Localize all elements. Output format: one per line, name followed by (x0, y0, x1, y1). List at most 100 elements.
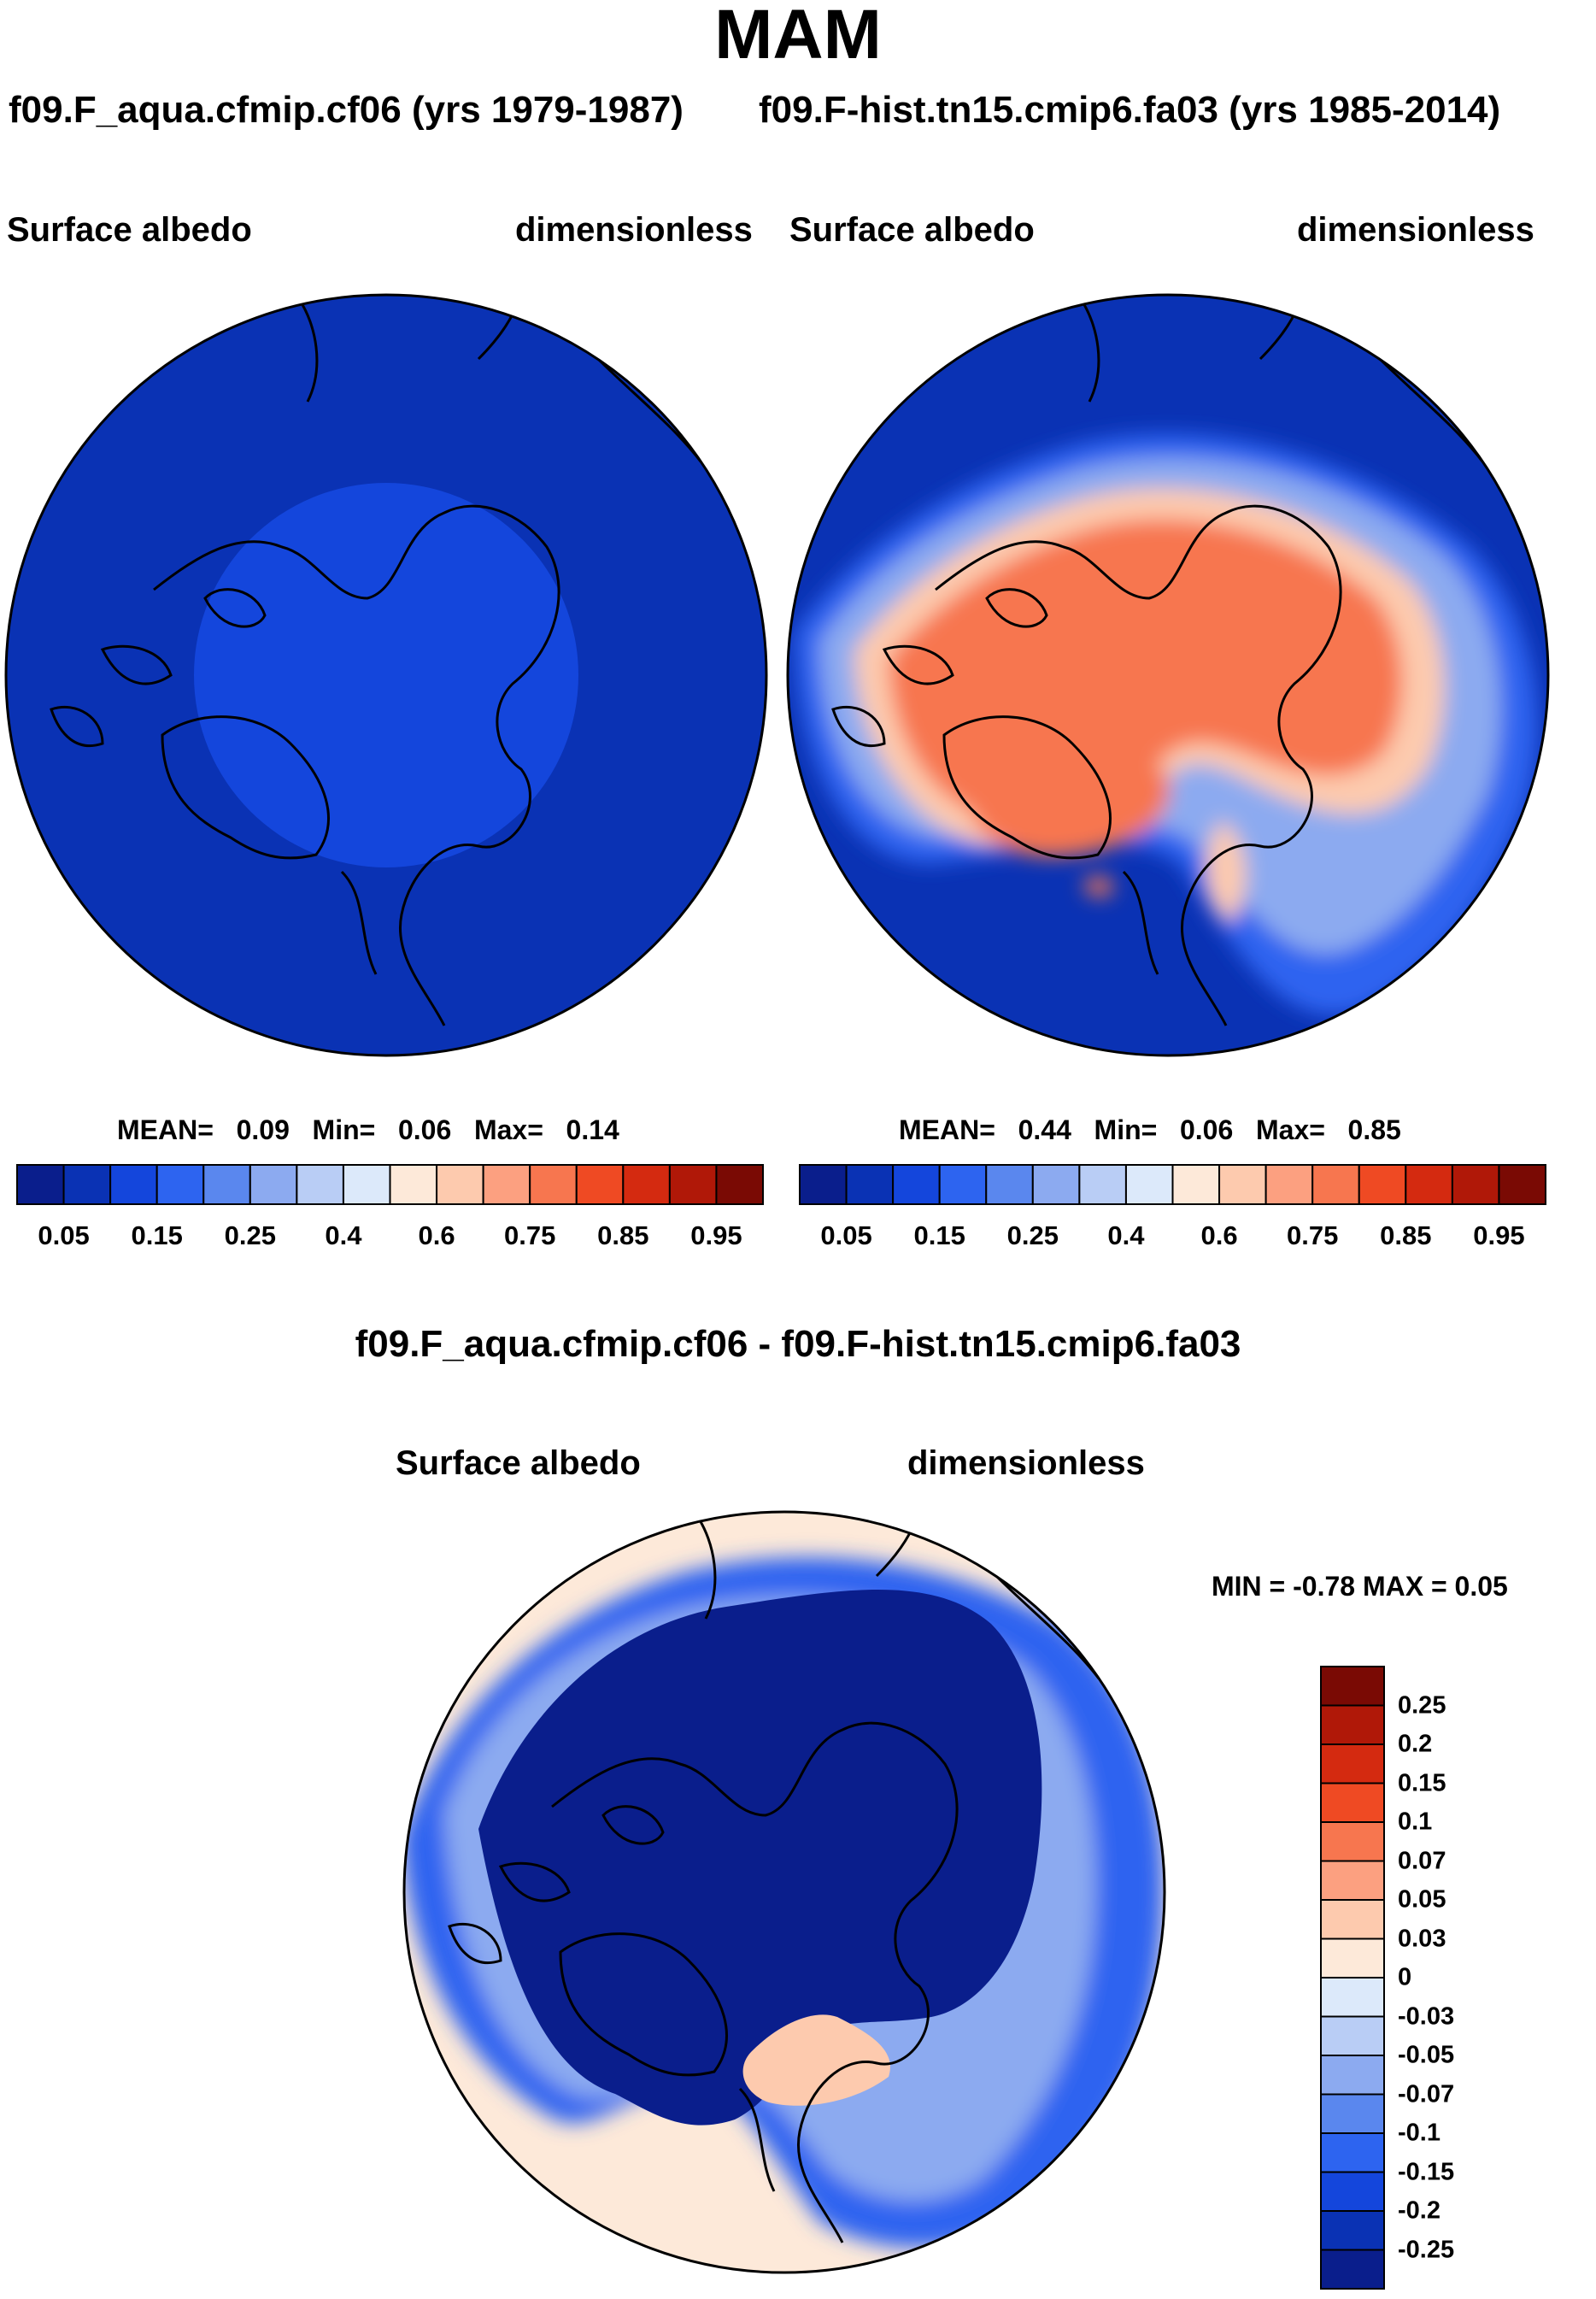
colorbar-swatch (1264, 1164, 1314, 1205)
colorbar-swatch (938, 1164, 988, 1205)
colorbar-swatch (1320, 1860, 1385, 1901)
colorbar-swatch (1078, 1164, 1127, 1205)
colorbar-tick-label: 0.1 (1398, 1808, 1433, 1836)
colorbar-swatch (1320, 1937, 1385, 1979)
colorbar-difference (1320, 1666, 1385, 2290)
diff-min-max: MIN = -0.78 MAX = 0.05 (1212, 1571, 1508, 1602)
colorbar-swatch (389, 1164, 438, 1205)
right-run-title: f09.F-hist.tn15.cmip6.fa03 (yrs 1985-201… (759, 89, 1501, 131)
diff-variable-label: Surface albedo (396, 1444, 641, 1482)
colorbar-tick-label: 0.6 (418, 1220, 455, 1250)
colorbar-tick-label: 0.2 (1398, 1730, 1433, 1758)
colorbar-swatch (1320, 1704, 1385, 1745)
colorbar-swatch (1320, 1821, 1385, 1862)
colorbar-tick-label: -0.25 (1398, 2236, 1455, 2263)
map-left-polar-cap-field (194, 483, 578, 867)
difference-title: f09.F_aqua.cfmip.cf06 - f09.F-hist.tn15.… (355, 1323, 1241, 1365)
colorbar-swatch (1358, 1164, 1407, 1205)
colorbar-tick-label: -0.1 (1398, 2119, 1441, 2147)
left-min-label: Min= (312, 1114, 376, 1145)
map-panel-difference (402, 1510, 1166, 2274)
left-mean-label: MEAN= (117, 1114, 214, 1145)
colorbar-tick-label: 0.25 (224, 1220, 276, 1250)
colorbar-tick-label: 0.05 (820, 1220, 872, 1250)
colorbar-swatch (529, 1164, 578, 1205)
left-max-label: Max= (473, 1114, 543, 1145)
colorbar-swatch (16, 1164, 65, 1205)
colorbar-tick-label: 0.25 (1398, 1691, 1446, 1719)
left-variable-label: Surface albedo (7, 211, 252, 249)
colorbar-tick-label: -0.15 (1398, 2158, 1455, 2185)
colorbar-swatch (1320, 1782, 1385, 1823)
colorbar-swatch (1320, 2210, 1385, 2251)
colorbar-tick-label: 0.15 (913, 1220, 965, 1250)
map-left-border (4, 293, 768, 1057)
map-right-border (786, 293, 1550, 1057)
colorbar-swatch (1320, 2171, 1385, 2212)
left-run-title: f09.F_aqua.cfmip.cf06 (yrs 1979-1987) (9, 89, 684, 131)
colorbar-swatch (1311, 1164, 1360, 1205)
map-right-albedo-field (795, 433, 1538, 1015)
colorbar-swatch (62, 1164, 112, 1205)
right-max-value: 0.85 (1347, 1114, 1401, 1145)
colorbar-swatch (1320, 2132, 1385, 2173)
colorbar-tick-label: 0.4 (325, 1220, 362, 1250)
colorbar-right (799, 1164, 1546, 1205)
colorbar-tick-label: 0.75 (1287, 1220, 1339, 1250)
colorbar-swatch (1498, 1164, 1546, 1205)
left-units-label: dimensionless (515, 211, 753, 249)
colorbar-tick-label: 0.6 (1200, 1220, 1238, 1250)
colorbar-swatch (1031, 1164, 1081, 1205)
colorbar-swatch (845, 1164, 895, 1205)
left-stats: MEAN= 0.09 Min= 0.06 Max= 0.14 (117, 1114, 619, 1146)
colorbar-tick-label: 0.15 (1398, 1769, 1446, 1796)
colorbar-swatch (109, 1164, 158, 1205)
colorbar-swatch (1320, 2055, 1385, 2096)
colorbar-tick-label: 0.15 (131, 1220, 183, 1250)
right-mean-label: MEAN= (899, 1114, 995, 1145)
colorbar-tick-label: 0.07 (1398, 1847, 1446, 1874)
colorbar-swatch (296, 1164, 344, 1205)
colorbar-tick-label: -0.03 (1398, 2002, 1455, 2030)
colorbar-swatch (1320, 2249, 1385, 2290)
colorbar-tick-label: 0.95 (690, 1220, 742, 1250)
colorbar-swatch (1124, 1164, 1174, 1205)
colorbar-swatch (1320, 1899, 1385, 1940)
map-diff-border (402, 1510, 1166, 2274)
colorbar-tick-label: -0.05 (1398, 2041, 1455, 2069)
colorbar-tick-label: -0.07 (1398, 2080, 1455, 2108)
colorbar-tick-label: -0.2 (1398, 2196, 1441, 2225)
colorbar-swatch (155, 1164, 205, 1205)
colorbar-tick-label: 0 (1398, 1963, 1412, 1991)
colorbar-tick-label: 0.25 (1006, 1220, 1059, 1250)
colorbar-swatch (1320, 2015, 1385, 2056)
colorbar-swatch (1320, 2093, 1385, 2134)
colorbar-swatch (436, 1164, 484, 1205)
colorbar-swatch (799, 1164, 848, 1205)
colorbar-tick-label: 0.85 (1380, 1220, 1432, 1250)
right-min-label: Min= (1094, 1114, 1158, 1145)
colorbar-swatch (892, 1164, 941, 1205)
left-min-value: 0.06 (397, 1114, 452, 1145)
colorbar-swatch (622, 1164, 671, 1205)
colorbar-swatch (1218, 1164, 1267, 1205)
map-panel-left (4, 293, 768, 1057)
diff-units-label: dimensionless (907, 1444, 1145, 1482)
colorbar-swatch (715, 1164, 764, 1205)
colorbar-tick-label: 0.05 (1398, 1885, 1446, 1914)
right-variable-label: Surface albedo (789, 211, 1035, 249)
colorbar-swatch (202, 1164, 251, 1205)
right-max-label: Max= (1255, 1114, 1325, 1145)
colorbar-swatch (985, 1164, 1034, 1205)
colorbar-swatch (575, 1164, 625, 1205)
colorbar-swatch (1451, 1164, 1500, 1205)
colorbar-swatch (342, 1164, 391, 1205)
left-mean-value: 0.09 (236, 1114, 290, 1145)
map-diff-positive-area (742, 2014, 890, 2106)
colorbar-tick-label: 0.03 (1398, 1925, 1446, 1952)
colorbar-tick-label: 0.05 (38, 1220, 90, 1250)
right-units-label: dimensionless (1297, 211, 1534, 249)
map-panel-right (786, 293, 1550, 1057)
colorbar-swatch (1320, 1666, 1385, 1707)
